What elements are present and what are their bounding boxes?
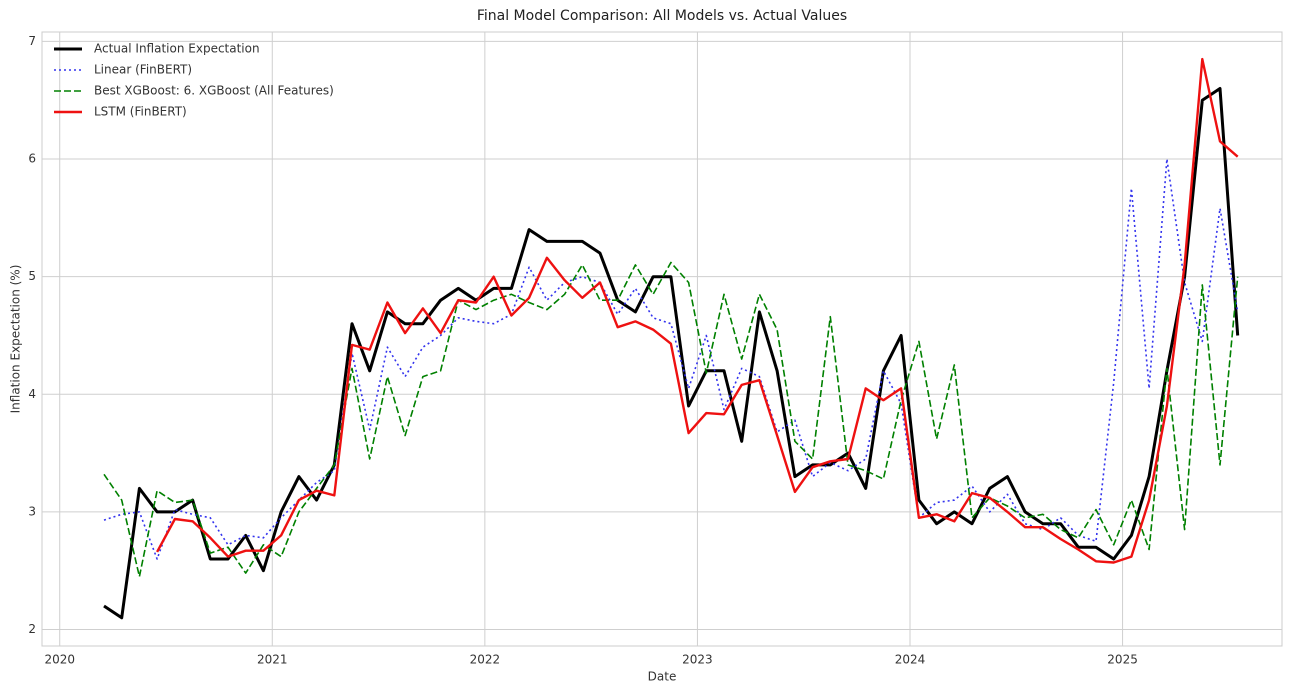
y-tick-label: 7: [28, 34, 36, 48]
legend-label: Best XGBoost: 6. XGBoost (All Features): [94, 84, 334, 98]
x-tick-label: 2025: [1107, 653, 1138, 667]
x-tick-label: 2024: [895, 653, 926, 667]
y-tick-label: 5: [28, 269, 36, 283]
legend-label: LSTM (FinBERT): [94, 105, 187, 119]
legend: Actual Inflation Expectation Linear (FinB…: [54, 42, 334, 119]
x-tick-label: 2020: [44, 653, 75, 667]
y-tick-label: 3: [28, 504, 36, 518]
x-tick-label: 2022: [470, 653, 501, 667]
chart-title: Final Model Comparison: All Models vs. A…: [477, 8, 847, 24]
y-tick-label: 4: [28, 387, 36, 401]
series-line: [156, 57, 1239, 564]
series-line: [103, 87, 1240, 620]
x-axis-label: Date: [648, 670, 677, 684]
x-tick-label: 2021: [257, 653, 288, 667]
y-axis-label: Inflation Expectation (%): [9, 265, 23, 414]
legend-label: Linear (FinBERT): [94, 63, 192, 77]
legend-label: Actual Inflation Expectation: [94, 42, 260, 56]
x-tick-label: 2023: [682, 653, 713, 667]
plot-area: [41, 31, 1283, 647]
series-line: [103, 158, 1239, 560]
y-tick-label: 6: [28, 152, 36, 166]
series-line: [103, 261, 1239, 578]
grid: [42, 32, 1282, 646]
y-tick-label: 2: [28, 622, 36, 636]
